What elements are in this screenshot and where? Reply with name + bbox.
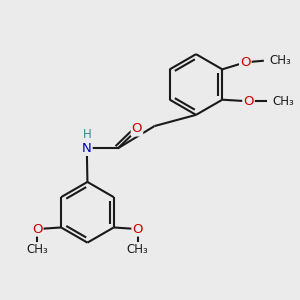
Text: CH₃: CH₃ [26, 243, 48, 256]
Text: O: O [32, 223, 42, 236]
Text: CH₃: CH₃ [273, 95, 295, 108]
Text: O: O [240, 56, 250, 69]
Text: O: O [243, 95, 254, 108]
Text: H: H [82, 128, 91, 142]
Text: O: O [132, 122, 142, 135]
Text: CH₃: CH₃ [270, 54, 291, 67]
Text: O: O [132, 223, 143, 236]
Text: CH₃: CH₃ [127, 243, 148, 256]
Text: N: N [82, 142, 92, 155]
